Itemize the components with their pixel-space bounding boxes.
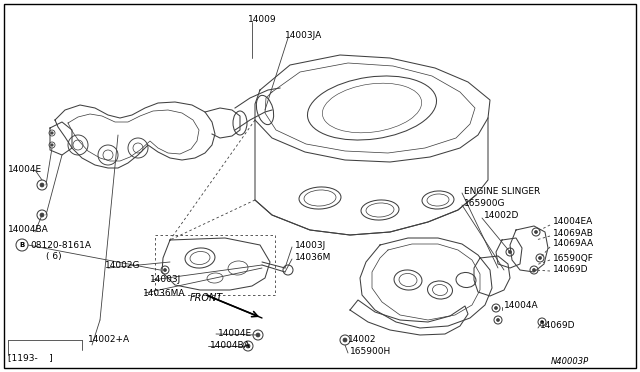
Text: 14002G: 14002G bbox=[105, 262, 141, 270]
Circle shape bbox=[343, 338, 347, 342]
Text: 14002D: 14002D bbox=[484, 212, 520, 221]
Text: 14002: 14002 bbox=[348, 336, 376, 344]
Text: 14004EA: 14004EA bbox=[553, 218, 593, 227]
Text: [1193-    ]: [1193- ] bbox=[8, 353, 52, 362]
Text: ( 6): ( 6) bbox=[46, 251, 61, 260]
Circle shape bbox=[51, 144, 53, 146]
Circle shape bbox=[256, 333, 260, 337]
Text: 165900H: 165900H bbox=[350, 347, 391, 356]
Text: 14003J: 14003J bbox=[150, 276, 181, 285]
Text: 14004A: 14004A bbox=[504, 301, 539, 310]
Text: 165900G: 165900G bbox=[464, 199, 506, 208]
Text: 14036M: 14036M bbox=[295, 253, 332, 262]
Circle shape bbox=[40, 183, 44, 187]
Circle shape bbox=[246, 344, 250, 348]
Circle shape bbox=[509, 250, 511, 253]
Circle shape bbox=[497, 318, 499, 321]
Text: FRONT: FRONT bbox=[190, 293, 223, 303]
Circle shape bbox=[40, 213, 44, 217]
Text: 14002+A: 14002+A bbox=[88, 336, 130, 344]
Circle shape bbox=[532, 269, 536, 272]
Text: 08120-8161A: 08120-8161A bbox=[30, 241, 91, 250]
Text: 14009: 14009 bbox=[248, 16, 276, 25]
Text: 14004BA: 14004BA bbox=[210, 341, 251, 350]
Circle shape bbox=[163, 269, 166, 272]
Text: N40003P: N40003P bbox=[551, 357, 589, 366]
Text: 14003J: 14003J bbox=[295, 241, 326, 250]
Circle shape bbox=[541, 321, 543, 324]
Text: 14069D: 14069D bbox=[553, 264, 589, 273]
Circle shape bbox=[534, 231, 538, 234]
Text: B: B bbox=[19, 242, 24, 248]
Text: 14004E: 14004E bbox=[218, 330, 252, 339]
Text: 14036MA: 14036MA bbox=[143, 289, 186, 298]
Circle shape bbox=[538, 257, 541, 260]
Text: 16590QF: 16590QF bbox=[553, 253, 594, 263]
Text: 14004BA: 14004BA bbox=[8, 225, 49, 234]
Text: ENGINE SLINGER: ENGINE SLINGER bbox=[464, 187, 540, 196]
Text: 14069D: 14069D bbox=[540, 321, 575, 330]
Text: 14069AA: 14069AA bbox=[553, 240, 594, 248]
Circle shape bbox=[495, 307, 497, 310]
Text: 14003JA: 14003JA bbox=[285, 31, 323, 39]
Circle shape bbox=[51, 132, 53, 134]
Text: 14004E: 14004E bbox=[8, 166, 42, 174]
Text: 14069AB: 14069AB bbox=[553, 228, 594, 237]
